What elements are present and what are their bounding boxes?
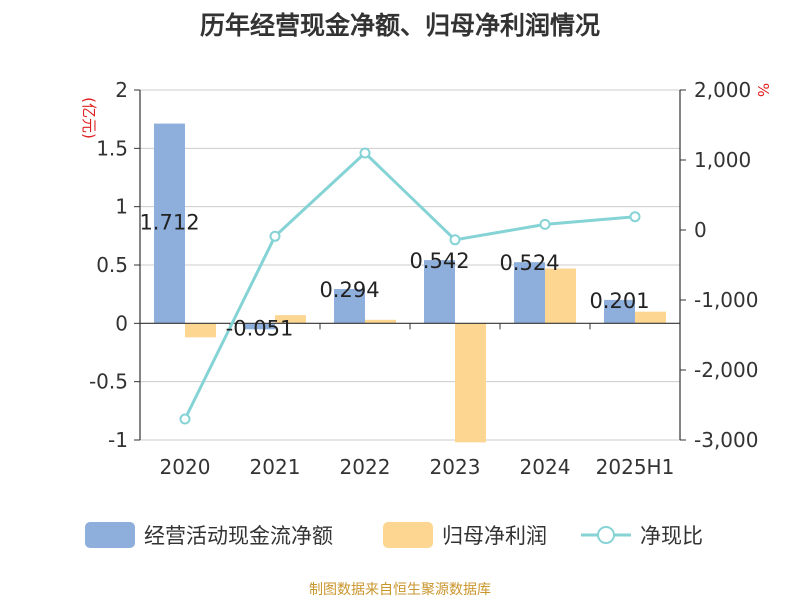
bar-operating-cash-flow	[604, 299, 635, 324]
x-tick-label: 2024	[520, 455, 571, 479]
bar-net-profit	[185, 323, 216, 338]
left-tick-label: 0	[115, 311, 128, 335]
bar-operating-cash-flow	[154, 123, 185, 324]
line-point-net-cash-ratio	[539, 218, 551, 230]
bar-net-profit	[635, 311, 666, 324]
x-tick-label: 2023	[430, 455, 481, 479]
line-point-net-cash-ratio	[359, 147, 371, 159]
legend-label-net-cash-ratio: 净现比	[640, 524, 703, 548]
bar-operating-cash-flow	[424, 260, 455, 324]
bar-net-profit	[545, 268, 576, 324]
legend-marker-net-cash-ratio	[597, 526, 615, 544]
line-point-net-cash-ratio	[269, 230, 281, 242]
data-label-operating-cash-flow: 0.294	[319, 278, 379, 302]
data-label-operating-cash-flow: 0.542	[409, 249, 469, 273]
legend-swatch-net-profit	[383, 522, 433, 548]
bar-operating-cash-flow	[514, 262, 545, 324]
data-label-operating-cash-flow: -0.051	[226, 316, 294, 340]
bar-net-profit	[275, 315, 306, 324]
bar-operating-cash-flow	[244, 323, 275, 330]
x-tick-label: 2025H1	[596, 455, 675, 479]
right-tick-label: -3,000	[694, 428, 758, 452]
left-tick-label: -1	[108, 428, 128, 452]
bar-net-profit	[455, 323, 486, 443]
x-tick-label: 2020	[160, 455, 211, 479]
line-point-net-cash-ratio	[629, 211, 641, 223]
left-tick-label: 1.5	[96, 136, 128, 160]
source-note: 制图数据来自恒生聚源数据库	[309, 582, 491, 598]
left-tick-label: -0.5	[89, 370, 128, 394]
left-tick-label: 1	[115, 195, 128, 219]
right-tick-label: 2,000	[694, 78, 751, 102]
left-axis-unit-label: (亿元)	[80, 97, 98, 139]
data-label-operating-cash-flow: 1.712	[139, 211, 199, 235]
legend-label-operating-cash-flow: 经营活动现金流净额	[144, 524, 333, 548]
bar-net-profit	[365, 319, 396, 324]
right-tick-label: -1,000	[694, 288, 758, 312]
right-tick-label: 0	[694, 218, 707, 242]
bar-operating-cash-flow	[334, 289, 365, 324]
right-tick-label: 1,000	[694, 148, 751, 172]
right-tick-label: -2,000	[694, 358, 758, 382]
left-tick-label: 0.5	[96, 253, 128, 277]
right-axis-unit-label: %	[754, 83, 772, 97]
line-point-net-cash-ratio	[449, 234, 461, 246]
line-point-net-cash-ratio	[179, 413, 191, 425]
x-tick-label: 2022	[340, 455, 391, 479]
legend-label-net-profit: 归母净利润	[442, 524, 547, 548]
left-tick-label: 2	[115, 78, 128, 102]
x-tick-label: 2021	[250, 455, 301, 479]
chart-title: 历年经营现金净额、归母净利润情况	[199, 11, 600, 40]
line-net-cash-ratio	[183, 150, 636, 420]
data-label-operating-cash-flow: 0.201	[589, 289, 649, 313]
data-label-operating-cash-flow: 0.524	[499, 251, 559, 275]
legend-swatch-operating-cash-flow	[85, 522, 135, 548]
